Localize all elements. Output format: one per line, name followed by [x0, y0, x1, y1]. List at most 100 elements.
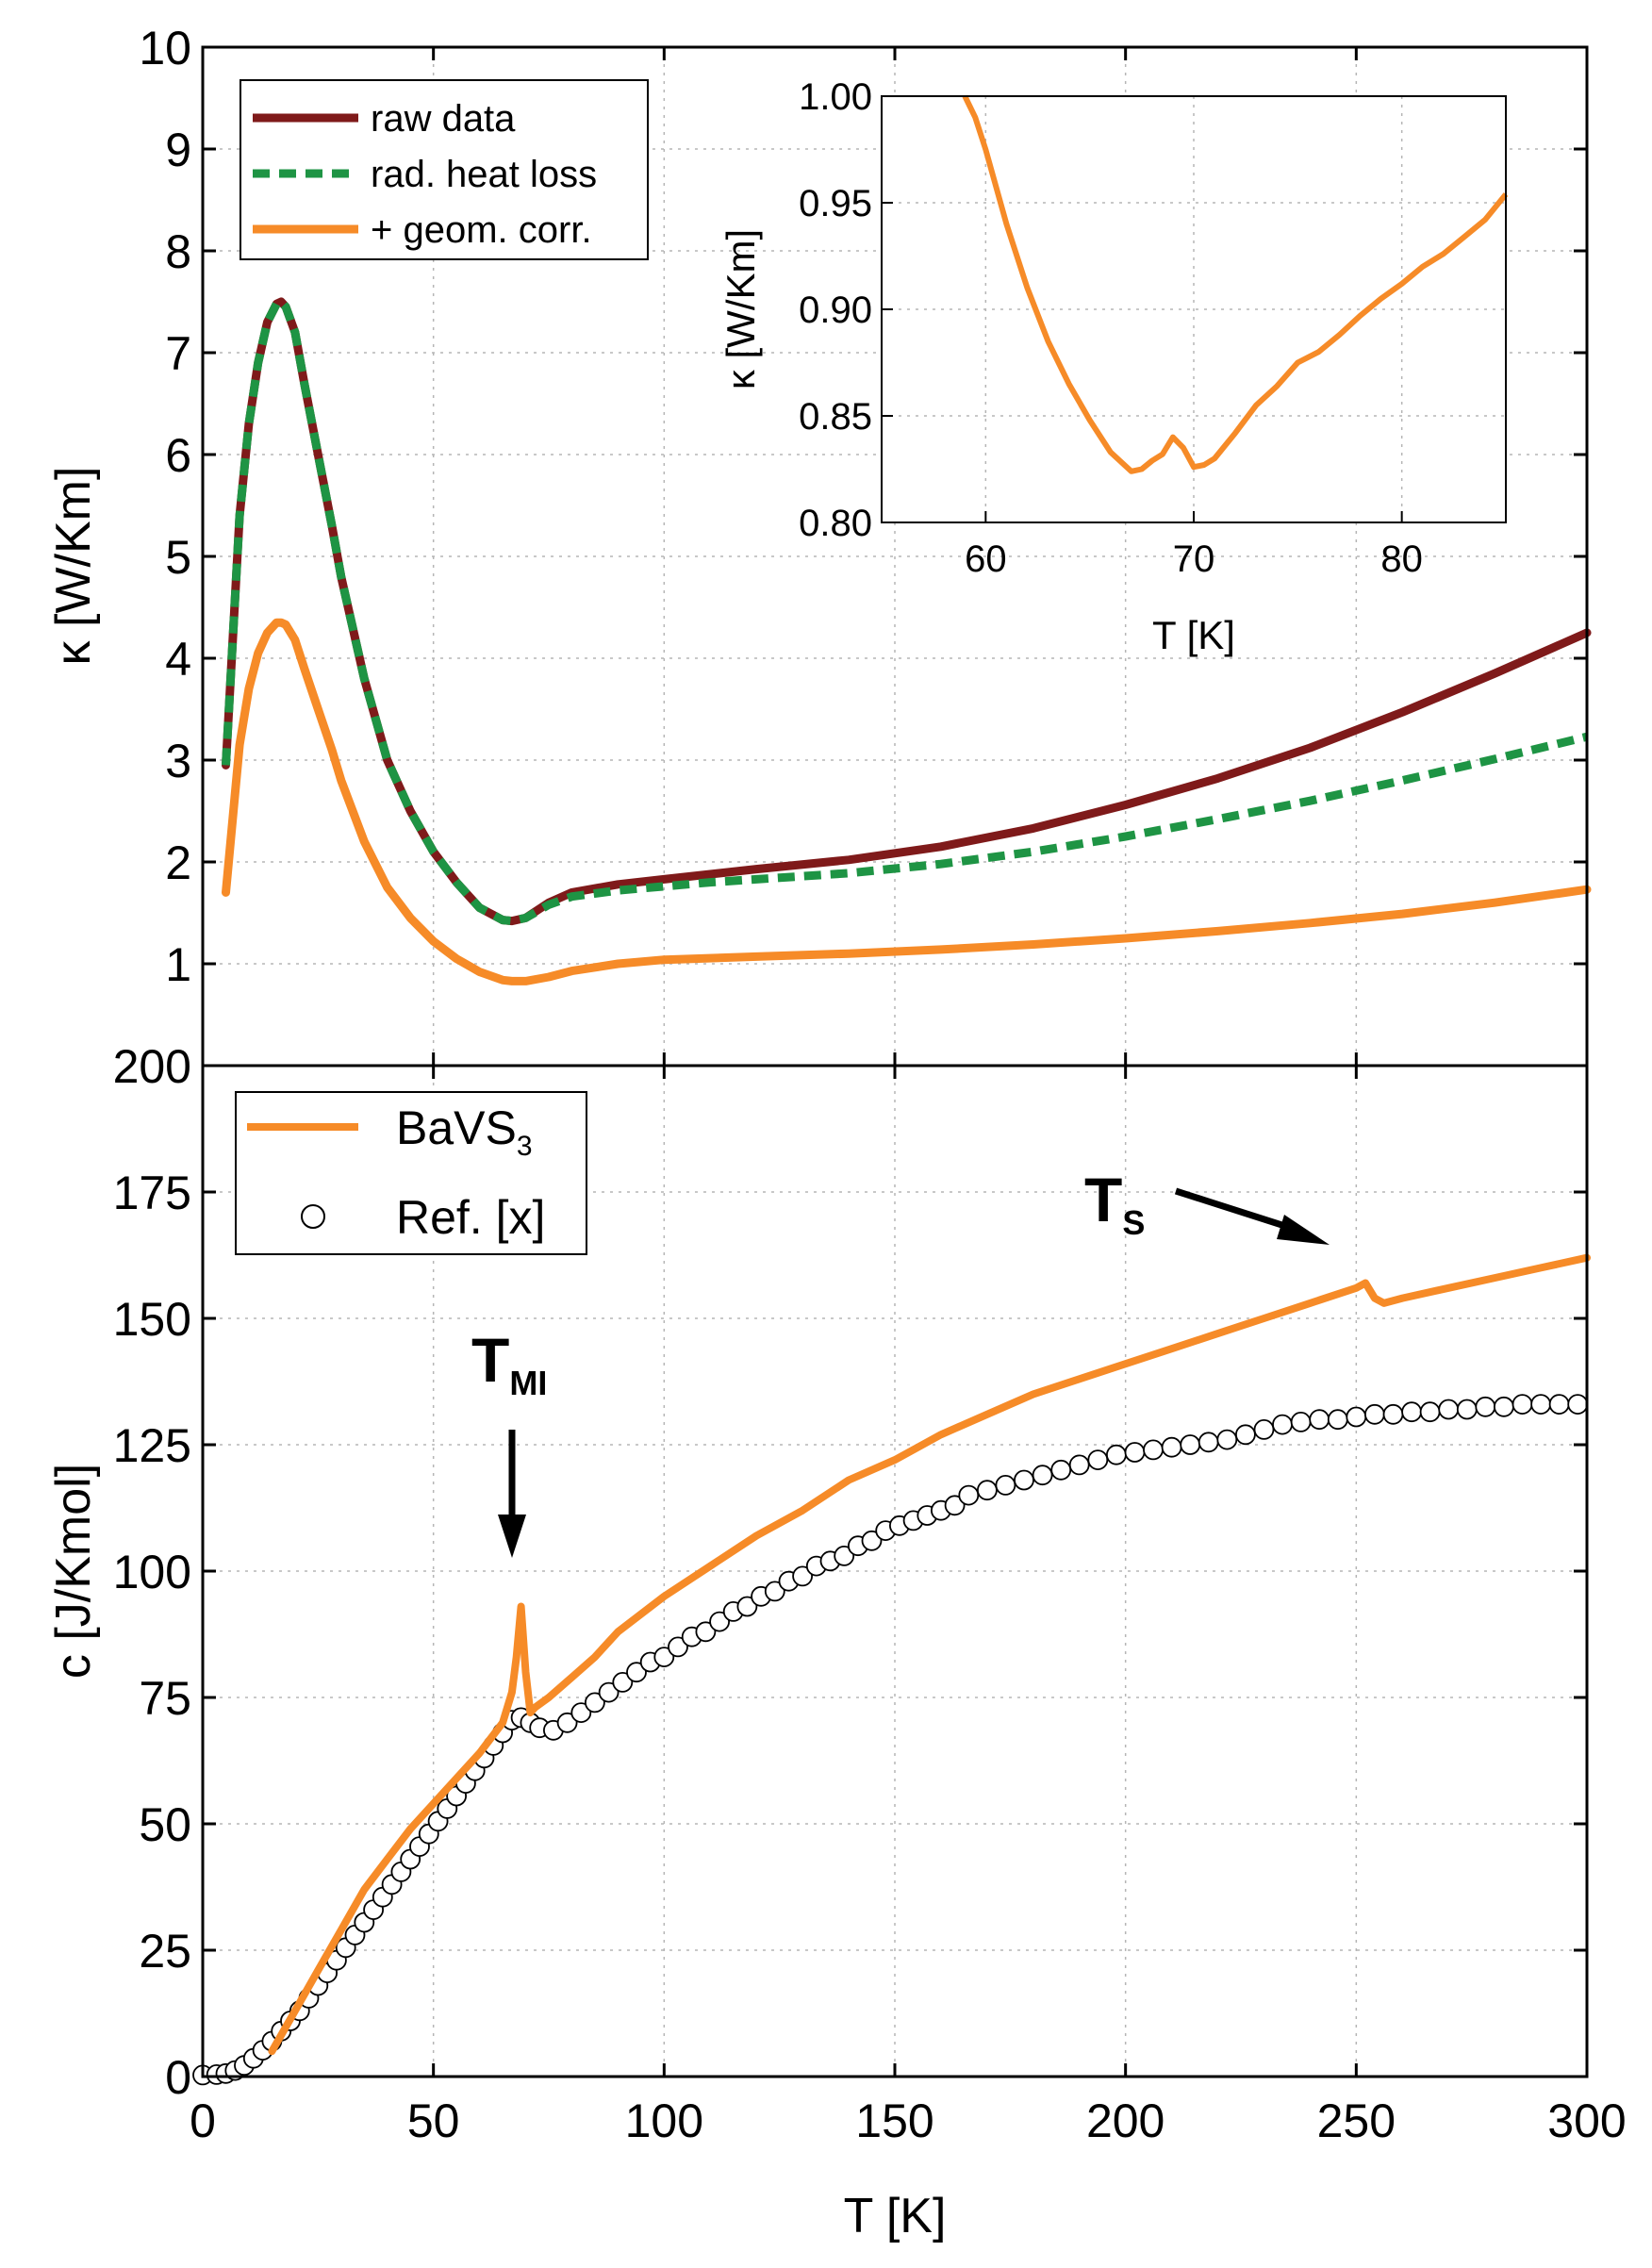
ref-point	[944, 1495, 966, 1516]
ref-point	[1180, 1434, 1201, 1455]
top-y-tick-label-6: 6	[165, 429, 191, 482]
legend-bavs3-subscript: 3	[517, 1131, 533, 1162]
top-y-tick-label-9: 9	[165, 124, 191, 176]
inset-y-tick-label-4: 1.00	[799, 76, 872, 118]
ref-point	[1106, 1444, 1127, 1465]
inset-y-tick-label-2: 0.90	[799, 290, 872, 331]
ref-point	[1143, 1439, 1164, 1461]
ref-point	[1382, 1403, 1404, 1425]
ref-point	[1567, 1394, 1589, 1415]
x-tick-label-50: 50	[407, 2094, 460, 2147]
ref-point	[1530, 1394, 1551, 1415]
x-axis-label: T [K]	[844, 2189, 947, 2243]
top-y-tick-label-5: 5	[165, 531, 191, 584]
bottom-ylabel: c [J/Kmol]	[46, 1464, 101, 1679]
ref-point	[653, 1647, 675, 1667]
ref-point	[1456, 1399, 1478, 1420]
top-y-tick-label-3: 3	[165, 735, 191, 787]
ref-point	[612, 1672, 634, 1693]
top-y-tick-label-10: 10	[139, 22, 191, 74]
inset-ylabel: κ [W/Km]	[719, 229, 763, 389]
ref-point	[1014, 1469, 1034, 1491]
top-y-tick-label-2: 2	[165, 836, 191, 889]
ref-point	[1346, 1406, 1367, 1428]
ref-point	[598, 1681, 620, 1703]
ref-point	[1475, 1396, 1496, 1417]
ref-point	[1216, 1429, 1238, 1450]
inset-y-tick-label-3: 0.95	[799, 183, 872, 224]
bottom-y-tick-label-100: 100	[113, 1546, 191, 1598]
ref-point	[861, 1530, 883, 1551]
ref-point	[1032, 1465, 1053, 1486]
inset-x-tick-label-80: 80	[1380, 538, 1423, 580]
top-y-tick-label-7: 7	[165, 327, 191, 380]
legend-bavs3-main: BaVS	[396, 1101, 517, 1154]
top-ylabel: κ [W/Km]	[46, 467, 101, 666]
ref-point	[792, 1565, 813, 1587]
ref-point	[1272, 1414, 1293, 1435]
inset-ticks: 60 70 80 0.80 0.85 0.90 0.95 1.00	[799, 76, 1423, 580]
ref-point	[1548, 1394, 1570, 1415]
x-tick-label-200: 200	[1086, 2094, 1165, 2147]
bottom-series-bavs3	[268, 1253, 1591, 2056]
inset-x-tick-label-70: 70	[1173, 538, 1215, 580]
ref-point	[1494, 1396, 1514, 1417]
ref-point	[764, 1581, 785, 1602]
annotation-ts-label: TS	[1084, 1165, 1145, 1242]
bottom-legend: BaVS3 Ref. [x]	[235, 1091, 587, 1255]
ref-point	[1309, 1409, 1330, 1431]
inset-panel: 60 70 80 0.80 0.85 0.90 0.95 1.00 κ [W/Km] T [K…	[719, 76, 1509, 657]
annotation-ts: TS	[1084, 1165, 1330, 1245]
annotation-tmi: TMI	[471, 1325, 547, 1558]
ref-point	[1290, 1412, 1312, 1432]
ref-point	[556, 1712, 578, 1733]
ref-point	[709, 1611, 730, 1632]
bottom-y-tick-label-125: 125	[113, 1419, 191, 1472]
bottom-series-ref-x	[192, 1394, 1589, 2086]
legend-geom-corr-label: + geom. corr.	[371, 209, 592, 251]
bottom-series	[192, 1253, 1591, 2086]
legend-rad-heat-loss-label: rad. heat loss	[371, 154, 597, 195]
ref-point	[1087, 1449, 1109, 1470]
ref-point	[1419, 1401, 1441, 1423]
top-ticks: 1 2 3 4 5 6 7 8 9 10	[139, 22, 1589, 1066]
ref-point	[977, 1480, 998, 1501]
annotation-ts-arrow-shaft	[1174, 1187, 1296, 1233]
top-series-geom-corr	[222, 618, 1592, 985]
ref-point	[1235, 1424, 1256, 1446]
top-series-rad-heat-loss	[222, 297, 1589, 926]
ref-point	[1161, 1436, 1182, 1458]
annotation-tmi-subscript: MI	[509, 1364, 547, 1402]
bottom-y-tick-label-25: 25	[139, 1925, 191, 1978]
ref-point	[1512, 1394, 1533, 1415]
bottom-y-tick-label-150: 150	[113, 1293, 191, 1346]
top-panel: 1 2 3 4 5 6 7 8 9 10 κ [W/Km]	[46, 22, 1592, 1068]
legend-ref-label: Ref. [x]	[396, 1191, 545, 1244]
bottom-y-tick-label-200: 200	[113, 1040, 191, 1093]
top-y-tick-label-8: 8	[165, 225, 191, 278]
inset-series	[962, 94, 1509, 474]
top-legend: raw data rad. heat loss + geom. corr.	[240, 79, 649, 260]
ref-point	[1253, 1419, 1275, 1440]
ref-point	[1124, 1442, 1146, 1463]
ref-point	[834, 1546, 855, 1566]
ref-point	[1068, 1454, 1090, 1476]
annotation-ts-main: T	[1084, 1165, 1122, 1234]
inset-y-tick-label-1: 0.85	[799, 396, 872, 438]
x-tick-label-300: 300	[1547, 2094, 1626, 2147]
ref-point	[626, 1662, 647, 1683]
ref-point	[1364, 1403, 1385, 1425]
legend-raw-data-label: raw data	[371, 98, 516, 140]
ref-point	[695, 1621, 717, 1643]
bottom-y-tick-label-175: 175	[113, 1167, 191, 1219]
ref-point	[1401, 1401, 1422, 1423]
bottom-y-tick-label-50: 50	[139, 1798, 191, 1851]
top-y-tick-label-1: 1	[165, 938, 191, 991]
ref-point	[995, 1475, 1016, 1496]
annotation-ts-arrowhead	[1277, 1215, 1330, 1245]
x-tick-label-150: 150	[855, 2094, 933, 2147]
ref-point	[585, 1692, 605, 1713]
ref-point	[668, 1636, 688, 1658]
x-tick-label-250: 250	[1317, 2094, 1396, 2147]
